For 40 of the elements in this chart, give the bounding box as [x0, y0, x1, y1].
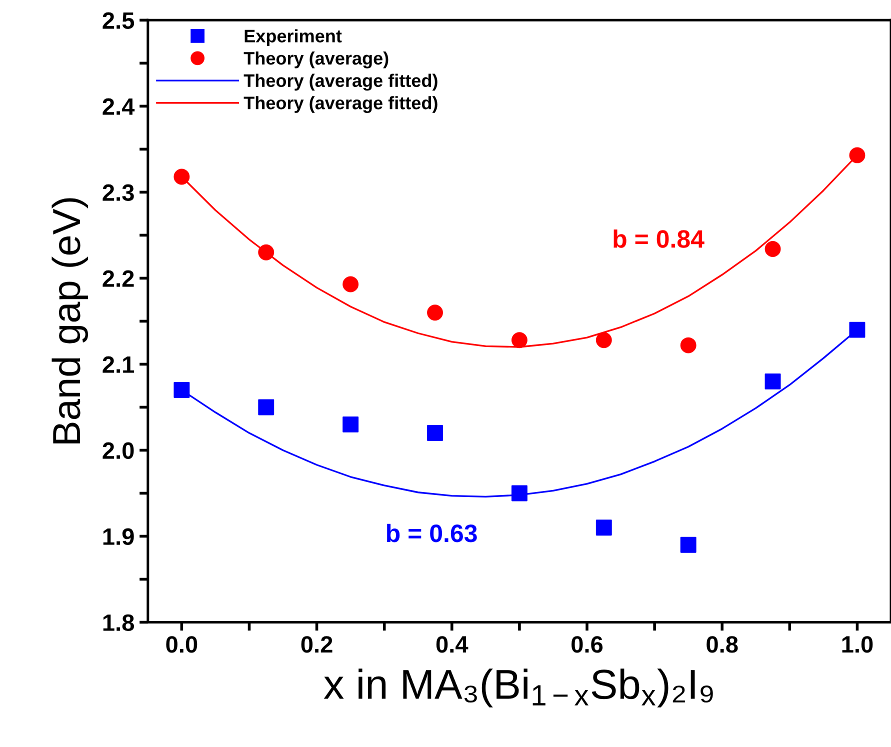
x-axis-title: x in MA₃(Bi$_{1−x}$Sb$_{x}$)₂I₉	[324, 668, 713, 708]
point	[680, 536, 696, 553]
point	[174, 382, 190, 398]
x-tick-label: 0.6	[572, 636, 603, 653]
y-tick-label: 2.5	[102, 12, 134, 29]
annotation: b = 0.63	[387, 524, 477, 542]
point	[342, 276, 359, 292]
y-tick-label: 2.4	[102, 98, 135, 115]
x-tick-label: 0.8	[706, 636, 738, 653]
point	[342, 416, 359, 432]
point	[764, 240, 781, 257]
x-tick-label: 0.0	[166, 636, 198, 653]
legend-label: Theory (average fitted)	[244, 74, 438, 91]
x-tick-label: 0.4	[436, 636, 468, 653]
point	[596, 332, 612, 348]
legend-label: Experiment	[244, 29, 342, 46]
point	[427, 425, 443, 442]
y-tick-label: 1.9	[103, 528, 134, 546]
point	[764, 373, 781, 390]
x-tick-label: 1.0	[842, 636, 873, 653]
legend-label: Theory (average fitted)	[244, 96, 438, 114]
y-tick-label: 2.2	[102, 270, 134, 287]
point	[174, 168, 190, 185]
annotation: b = 0.84	[614, 229, 704, 248]
point	[427, 304, 443, 321]
point	[511, 485, 528, 502]
y-tick-label: 2.3	[102, 184, 134, 202]
legend-label: Theory (average)	[244, 51, 388, 68]
point	[849, 322, 866, 338]
y-tick-label: 2.1	[102, 356, 134, 373]
point	[849, 147, 866, 164]
x-tick-label: 0.2	[301, 636, 332, 653]
y-axis-title: Band gap (eV)	[52, 198, 88, 444]
point	[596, 520, 612, 536]
y-tick-label: 2.0	[102, 442, 134, 460]
point	[258, 244, 274, 260]
point	[511, 332, 528, 348]
y-tick-label: 1.8	[103, 614, 134, 632]
point	[258, 399, 274, 416]
point	[680, 337, 696, 354]
